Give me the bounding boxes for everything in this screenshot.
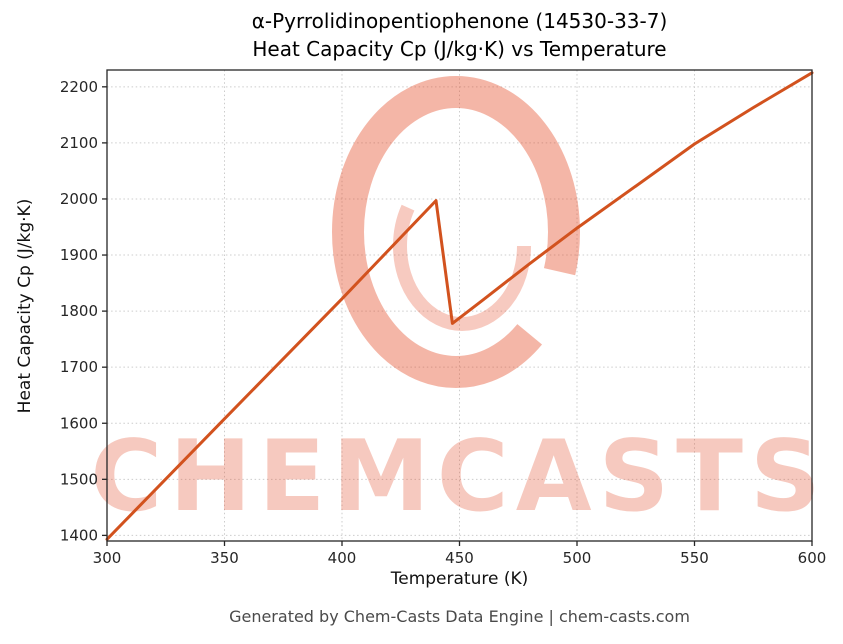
chart-title: α-Pyrrolidinopentiophenone (14530-33-7) …	[107, 7, 812, 64]
y-tick-label: 2000	[60, 190, 98, 208]
x-tick-label: 400	[328, 549, 357, 567]
y-tick-label: 1600	[60, 414, 98, 432]
y-tick-label: 1900	[60, 246, 98, 264]
watermark-swirl	[393, 161, 531, 331]
footer-text: Generated by Chem-Casts Data Engine | ch…	[229, 607, 690, 626]
series-line-heat-capacity	[105, 71, 814, 541]
x-tick-label: 550	[680, 549, 709, 567]
y-tick-label: 2200	[60, 78, 98, 96]
watermark-text: CHEMCASTS	[90, 420, 827, 534]
y-tick-label: 1700	[60, 358, 98, 376]
chart-title-line2: Heat Capacity Cp (J/kg·K) vs Temperature	[252, 37, 667, 62]
watermark: CHEMCASTS	[90, 76, 827, 534]
y-tick-label: 1800	[60, 302, 98, 320]
x-tick-label: 450	[445, 549, 474, 567]
watermark-ring-logo	[332, 76, 580, 388]
x-tick-label: 300	[93, 549, 122, 567]
x-tick-label: 500	[563, 549, 592, 567]
y-tick-label: 1500	[60, 470, 98, 488]
data-series	[105, 71, 814, 541]
y-axis-label: Heat Capacity Cp (J/kg·K)	[15, 198, 35, 414]
y-tick-label: 2100	[60, 134, 98, 152]
y-tick-label: 1400	[60, 526, 98, 544]
x-tick-label: 350	[210, 549, 239, 567]
x-tick-label: 600	[798, 549, 827, 567]
axis-ticks-and-labels: 300 350 400 450 500 550 600 1400 1500 1600 1700 180…	[60, 78, 827, 567]
chart-title-line1: α-Pyrrolidinopentiophenone (14530-33-7)	[251, 9, 668, 33]
x-axis-label: Temperature (K)	[390, 569, 529, 589]
